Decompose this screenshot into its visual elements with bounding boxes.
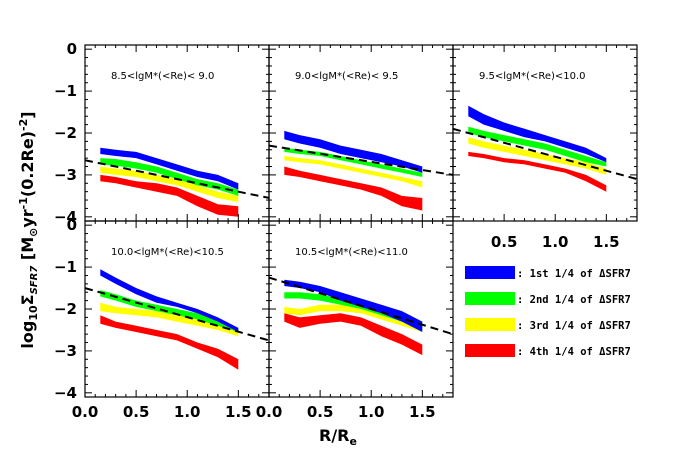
band-quartile-4	[468, 151, 607, 192]
band-quartile-3	[100, 166, 239, 203]
legend-label: : 1st 1/4 of ΔSFR7	[517, 268, 631, 280]
y-tick-label: −2	[54, 300, 77, 318]
panel-3: 0.5 1.0 1.5 9.5<lgM*(<Re)<10.0	[452, 44, 638, 251]
panel-mass-label: 8.5<lgM*(<Re)< 9.0	[111, 71, 214, 82]
band-quartile-2	[100, 158, 239, 196]
band-quartile-1	[468, 105, 607, 163]
plot-area	[85, 269, 269, 370]
y-tick-label: −4	[54, 384, 77, 402]
band-quartile-4	[284, 166, 423, 211]
panel-mass-label: 10.0<lgM*(<Re)<10.5	[111, 247, 224, 258]
legend-swatch	[465, 344, 515, 357]
legend-swatch	[465, 318, 515, 331]
plot-area	[85, 147, 269, 217]
legend-label: : 2nd 1/4 of ΔSFR7	[517, 294, 631, 306]
dashed-reference-line	[453, 127, 637, 181]
plot-area	[269, 130, 453, 211]
y-tick-label: 0	[67, 216, 77, 234]
y-tick-label: −1	[54, 82, 77, 100]
panel-5: 0.0 0.5 1.0 1.5 10.5<lgM*(<Re)<11.0	[256, 220, 454, 421]
x-tick-label: 0.5	[307, 403, 334, 421]
x-tick-label: 1.0	[542, 233, 569, 251]
x-tick-label: 0.0	[72, 403, 99, 421]
panel-2: 9.0<lgM*(<Re)< 9.5	[268, 44, 454, 222]
dashed-reference-line	[85, 159, 269, 199]
band-quartile-3	[284, 156, 423, 188]
legend-item-3: : 3rd 1/4 of ΔSFR7	[465, 318, 631, 332]
legend-item-4: : 4th 1/4 of ΔSFR7	[465, 344, 631, 358]
legend-item-1: : 1st 1/4 of ΔSFR7	[465, 266, 631, 280]
band-quartile-4	[100, 315, 239, 370]
band-quartile-4	[284, 313, 423, 356]
legend-swatch	[465, 266, 515, 279]
legend-item-2: : 2nd 1/4 of ΔSFR7	[465, 292, 631, 306]
y-tick-label: −2	[54, 124, 77, 142]
y-tick-label: −3	[54, 342, 77, 360]
x-tick-label: 1.0	[358, 403, 385, 421]
band-quartile-2	[100, 290, 239, 332]
y-axis-title: log10ΣSFR7 [M⊙yr-1(0.2Re)-2]	[17, 111, 40, 348]
band-quartile-3	[100, 302, 239, 337]
legend-label: : 4th 1/4 of ΔSFR7	[517, 346, 631, 358]
y-tick-label: −3	[54, 166, 77, 184]
band-quartile-1	[284, 279, 423, 332]
band-quartile-4	[100, 174, 239, 217]
x-tick-label: 1.5	[593, 233, 620, 251]
band-quartile-3	[468, 137, 607, 175]
x-tick-label: 0.5	[491, 233, 518, 251]
x-axis-title: R/Re	[319, 426, 357, 448]
band-quartile-2	[284, 147, 423, 177]
plot-area	[269, 276, 453, 356]
x-tick-label: 1.5	[225, 403, 252, 421]
panel-mass-label: 10.5<lgM*(<Re)<11.0	[295, 247, 408, 258]
x-tick-label: 1.5	[409, 403, 436, 421]
dashed-reference-line	[269, 144, 453, 176]
panel-mass-label: 9.5<lgM*(<Re)<10.0	[479, 71, 586, 82]
x-tick-label: 1.0	[174, 403, 201, 421]
panel-1: 0 −1 −2 −3 −4 8.5<lgM*(<Re)< 9.0	[54, 40, 270, 226]
dashed-reference-line	[269, 276, 453, 336]
panels-layer: 0 −1 −2 −3 −4 8.5<lgM*(<Re)< 9.0 9.0<lgM*(<Re)…	[54, 40, 638, 421]
panel-mass-label: 9.0<lgM*(<Re)< 9.5	[295, 71, 398, 82]
band-quartile-2	[284, 292, 423, 328]
band-quartile-2	[468, 126, 607, 167]
legend-swatch	[465, 292, 515, 305]
x-tick-label: 0.5	[123, 403, 150, 421]
y-tick-label: 0	[67, 40, 77, 58]
panel-4: 0 −1 −2 −3 −40.0 0.5 1.0 1.5 10.0<lgM*(<Re)<10.5	[54, 216, 270, 421]
dashed-reference-line	[85, 287, 269, 342]
legend: : 1st 1/4 of ΔSFR7 : 2nd 1/4 of ΔSFR7 : 3r…	[465, 266, 631, 358]
band-quartile-1	[284, 130, 423, 173]
legend-label: : 3rd 1/4 of ΔSFR7	[517, 320, 631, 332]
x-tick-label: 0.0	[256, 403, 283, 421]
band-quartile-1	[100, 269, 239, 332]
y-tick-label: −1	[54, 258, 77, 276]
x-axis-title-subscript: e	[350, 435, 357, 448]
band-quartile-1	[100, 147, 239, 190]
y-tick-label: −4	[54, 208, 77, 226]
plot-area	[453, 105, 637, 192]
